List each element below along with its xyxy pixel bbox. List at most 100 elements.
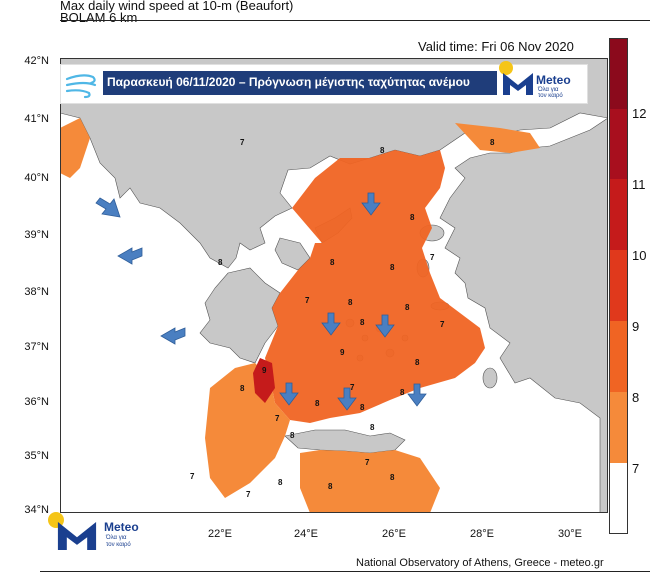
lat-tick: 38°N: [24, 286, 49, 298]
footer-credit: National Observatory of Athens, Greece -…: [356, 557, 604, 569]
value-label: 8: [370, 423, 375, 432]
land-rhodes: [482, 367, 498, 389]
banner-text: Παρασκευή 06/11/2020 – Πρόγνωση μέγιστης…: [107, 75, 470, 89]
lat-tick: 40°N: [24, 172, 49, 184]
colorbar-swatch: [610, 392, 627, 463]
wind-west-7: [60, 118, 90, 178]
value-label: 8: [218, 258, 223, 267]
bottom-logo: Meteo Όλα για τον καιρό: [46, 512, 156, 554]
value-label: 7: [190, 472, 195, 481]
meteo-logo-sub: Όλα για: [538, 87, 559, 93]
value-label: 7: [305, 296, 310, 305]
colorbar-swatch: [610, 39, 627, 109]
lat-tick: 36°N: [24, 396, 49, 408]
value-label: 7: [365, 458, 370, 467]
wind-arrows: [95, 192, 427, 411]
meteo-logo-sub: τον καιρό: [538, 93, 563, 99]
colorbar-label: 11: [632, 177, 646, 192]
arrow-s6: [407, 383, 427, 407]
value-label: 8: [315, 399, 320, 408]
wind-peak-9: [253, 358, 275, 403]
value-label: 7: [430, 253, 435, 262]
lon-tick: 28°E: [470, 528, 494, 540]
colorbar-swatch: [610, 250, 627, 321]
value-label: 9: [340, 348, 345, 357]
value-label: 8: [328, 482, 333, 491]
meteo-logo-mark: [57, 522, 97, 550]
map-title: Max daily wind speed at 10-m (Beaufort): [60, 0, 294, 13]
colorbar-label: 7: [632, 461, 640, 476]
value-label: 8: [240, 384, 245, 393]
lat-tick: 34°N: [24, 504, 49, 516]
colorbar-label: 10: [632, 248, 647, 263]
value-label: 8: [400, 388, 405, 397]
value-label: 7: [240, 138, 245, 147]
colorbar-label: 12: [632, 106, 647, 121]
colorbar-label: 9: [632, 319, 640, 334]
arrow-s3: [375, 314, 395, 338]
colorbar-swatch: [610, 109, 627, 179]
wind-map: [60, 58, 608, 513]
lat-tick: 37°N: [24, 341, 49, 353]
colorbar-swatch: [610, 463, 627, 533]
meteo-logo-word: Meteo: [536, 73, 571, 87]
wind-south-7: [300, 450, 440, 513]
bottom-rule: [40, 571, 650, 572]
lon-tick: 30°E: [558, 528, 582, 540]
value-label: 8: [290, 431, 295, 440]
meteo-logo-sub: τον καιρό: [106, 542, 131, 548]
colorbar: [609, 38, 628, 534]
value-label: 8: [330, 258, 335, 267]
forecast-banner: Παρασκευή 06/11/2020 – Πρόγνωση μέγιστης…: [60, 61, 588, 104]
value-label: 8: [348, 298, 353, 307]
value-label: 8: [490, 138, 495, 147]
meteo-logo-sub: Όλα για: [106, 535, 127, 541]
colorbar-label: 8: [632, 390, 640, 405]
value-label: 8: [278, 478, 283, 487]
value-label: 8: [405, 303, 410, 312]
valid-time: Valid time: Fri 06 Nov 2020: [418, 39, 574, 54]
colorbar-swatch: [610, 179, 627, 250]
top-rule: [60, 20, 650, 21]
map-frame: [60, 58, 608, 513]
banner-bar: Παρασκευή 06/11/2020 – Πρόγνωση μέγιστης…: [103, 71, 497, 95]
sun-icon: [499, 61, 513, 75]
value-label: 8: [415, 358, 420, 367]
arrow-s2: [321, 312, 341, 336]
meteo-logo-word: Meteo: [104, 520, 139, 534]
arrow-nw: [95, 197, 121, 218]
lon-tick: 24°E: [294, 528, 318, 540]
arrow-w2: [160, 327, 186, 345]
land-peloponnese: [199, 267, 281, 364]
value-label: 8: [380, 146, 385, 155]
value-label: 8: [390, 473, 395, 482]
lat-tick: 42°N: [24, 55, 49, 67]
arrow-s4: [279, 382, 299, 406]
model-label: BOLAM 6 km: [60, 10, 138, 25]
arrow-s1: [361, 192, 381, 216]
value-label: 7: [350, 383, 355, 392]
lat-tick: 39°N: [24, 229, 49, 241]
value-label: 7: [246, 490, 251, 499]
meteo-logo-mark: [503, 73, 533, 95]
value-label: 8: [390, 263, 395, 272]
lat-tick: 35°N: [24, 450, 49, 462]
value-label: 8: [360, 318, 365, 327]
land-crete: [284, 429, 406, 454]
lon-tick: 22°E: [208, 528, 232, 540]
lon-tick: 26°E: [382, 528, 406, 540]
wind-aegean-8: [265, 150, 485, 423]
wind-icon: [65, 74, 97, 99]
map-value-labels: 7 8 9 8 8 8 8 8 8 7 8 7 8 8 7 8 8 9 8 7 …: [60, 58, 608, 513]
value-label: 7: [275, 414, 280, 423]
value-label: 8: [410, 213, 415, 222]
wind-marmara-7: [455, 123, 540, 153]
arrow-w1: [117, 247, 143, 265]
lat-tick: 41°N: [24, 113, 49, 125]
value-label: 8: [360, 403, 365, 412]
value-label: 9: [262, 366, 267, 375]
arrow-s5: [337, 387, 357, 411]
wind-shading: [60, 118, 540, 513]
colorbar-swatch: [610, 321, 627, 392]
value-label: 7: [440, 320, 445, 329]
